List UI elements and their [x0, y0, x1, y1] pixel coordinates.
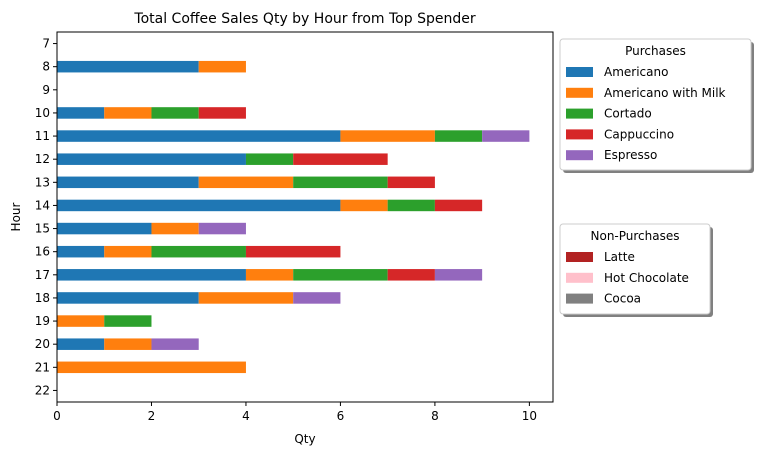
legend-non-purchases: Non-Purchases Latte Hot Chocolate Cocoa	[559, 223, 713, 317]
y-tick-label: 17	[35, 268, 50, 282]
bar-21-americano-with-milk	[57, 361, 246, 374]
legend-swatch	[566, 108, 593, 119]
bar-16-cortado	[151, 245, 246, 258]
legend-label: Hot Chocolate	[604, 271, 689, 285]
bar-11-cortado	[434, 130, 483, 142]
bar-16-cappuccino	[245, 245, 341, 258]
chart-title: Total Coffee Sales Qty by Hour from Top …	[133, 11, 475, 27]
bar-17-americano	[57, 269, 246, 281]
bar-17-americano-with-milk	[245, 269, 294, 281]
bar-14-americano-with-milk	[340, 199, 388, 212]
bar-15-americano-with-milk	[151, 222, 199, 235]
bar-15-espresso	[198, 222, 246, 235]
bar-8-americano	[57, 60, 199, 73]
bar-17-cappuccino	[387, 269, 435, 281]
y-tick-label: 12	[35, 152, 50, 166]
bar-10-americano-with-milk	[104, 107, 152, 119]
bar-10-cortado	[151, 107, 199, 119]
y-tick-label: 21	[35, 360, 50, 374]
y-tick-label: 10	[35, 106, 50, 120]
bar-10-americano	[57, 107, 105, 119]
x-tick-label: 10	[522, 409, 537, 423]
bar-20-espresso	[151, 338, 199, 350]
y-axis-title: Hour	[9, 202, 23, 231]
y-tick-label: 16	[35, 245, 50, 259]
legend-swatch	[566, 67, 593, 77]
x-tick-label: 8	[431, 409, 439, 423]
y-tick-label: 18	[35, 291, 50, 305]
y-tick-label: 8	[42, 60, 50, 74]
bar-13-americano	[57, 176, 199, 189]
x-tick-label: 0	[53, 409, 61, 423]
y-tick-label: 15	[35, 222, 50, 236]
y-axis: 7 8 9 10 11 12 13 14 15 16 17 18 19 20 21 22	[35, 37, 57, 397]
y-tick-label: 20	[35, 337, 50, 351]
x-tick-label: 2	[148, 409, 156, 423]
bar-18-americano	[57, 292, 199, 304]
bar-16-americano	[57, 245, 105, 258]
legend-swatch	[566, 150, 593, 161]
bars-group	[57, 60, 530, 374]
bar-20-americano	[57, 338, 105, 350]
plot-frame	[56, 31, 554, 403]
bar-12-cortado	[245, 153, 294, 165]
bar-14-cortado	[387, 199, 435, 212]
legend-label: Espresso	[604, 148, 657, 162]
bar-19-cortado	[104, 315, 152, 327]
bar-14-cappuccino	[434, 199, 483, 212]
legend-label: Cappuccino	[604, 127, 674, 141]
bar-20-americano-with-milk	[104, 338, 152, 350]
y-tick-label: 11	[35, 129, 50, 143]
legend-swatch	[566, 87, 593, 98]
legend-label: Cocoa	[604, 292, 641, 306]
bar-12-americano	[57, 153, 246, 165]
legend-frame	[559, 223, 711, 315]
x-tick-label: 6	[337, 409, 345, 423]
bar-17-espresso	[434, 269, 483, 281]
bar-11-americano-with-milk	[340, 130, 435, 142]
legend-title: Purchases	[625, 44, 686, 58]
x-tick-label: 4	[242, 409, 250, 423]
bar-15-americano	[57, 222, 152, 235]
legend-swatch	[566, 293, 593, 304]
bar-8-americano-with-milk	[198, 60, 246, 73]
bar-18-americano-with-milk	[198, 292, 294, 304]
legend-label: Latte	[604, 250, 635, 264]
y-tick-label: 19	[35, 314, 50, 328]
y-tick-label: 14	[35, 198, 50, 212]
bar-17-cortado	[293, 269, 388, 281]
bar-14-americano	[57, 199, 341, 212]
y-tick-label: 13	[35, 175, 50, 189]
bar-11-espresso	[482, 130, 530, 142]
legend-swatch	[566, 252, 593, 262]
legend-title: Non-Purchases	[591, 229, 680, 243]
y-tick-label: 7	[42, 37, 50, 51]
legend-frame	[559, 38, 752, 171]
legend-swatch	[566, 272, 593, 283]
legend-purchases: Purchases Americano Americano with Milk Cor…	[559, 38, 754, 173]
bar-10-cappuccino	[198, 107, 246, 119]
legend-label: Cortado	[604, 107, 652, 121]
x-axis-title: Qty	[294, 432, 315, 446]
legend-swatch	[566, 129, 593, 140]
bar-19-americano-with-milk	[57, 315, 105, 327]
bar-13-cortado	[293, 176, 388, 189]
bar-18-espresso	[293, 292, 341, 304]
bar-11-americano	[57, 130, 341, 142]
bar-13-cappuccino	[387, 176, 435, 189]
legends-group: Purchases Americano Americano with Milk Cor…	[559, 38, 754, 317]
x-axis: 0 2 4 6 8 10	[53, 402, 537, 423]
bar-16-americano-with-milk	[104, 245, 152, 258]
legend-label: Americano with Milk	[604, 86, 726, 100]
bar-12-cappuccino	[293, 153, 388, 165]
bar-13-americano-with-milk	[198, 176, 294, 189]
legend-label: Americano	[604, 65, 668, 79]
y-tick-label: 9	[42, 83, 50, 97]
y-tick-label: 22	[35, 383, 50, 397]
